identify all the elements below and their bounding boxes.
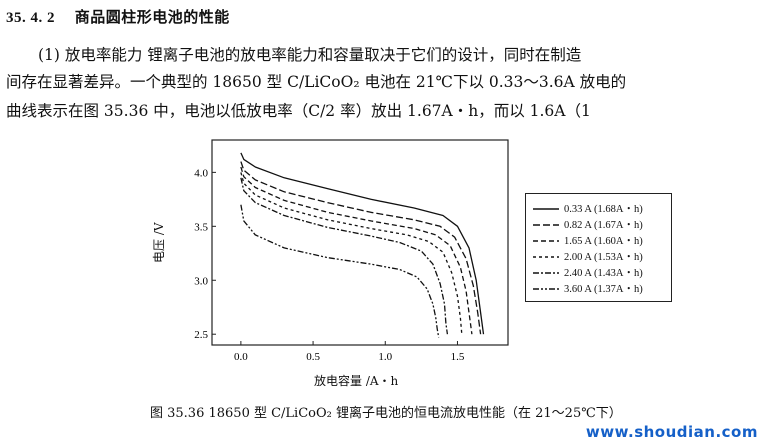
section-title: 商品圆柱形电池的性能 [74,8,230,26]
legend-label: 3.60 A (1.37A・h) [564,284,643,295]
series-line-6 [240,204,440,338]
plot-frame [211,139,509,346]
legend-swatch [533,271,559,274]
legend-label: 2.00 A (1.53A・h) [564,252,643,263]
series-line-5 [240,177,449,335]
legend-item: 1.65 A (1.60A・h) [532,233,643,248]
x-tick-label: 0.0 [234,351,248,363]
series-line-4 [240,172,463,335]
legend-swatch [533,239,559,242]
legend-swatch [533,207,559,210]
legend-item: 2.00 A (1.53A・h) [532,249,643,264]
paragraph-line: 曲线表示在图 35.36 中，电池以低放电率（C/2 率）放出 1.67A・h，… [6,102,591,120]
figure-caption: 图 35.36 18650 型 C/LiCoO₂ 锂离子电池的恒电流放电性能（在… [150,406,622,421]
legend-item: 0.82 A (1.67A・h) [532,217,643,232]
y-tick-label: 3.5 [194,221,208,233]
legend-item: 0.33 A (1.68A・h) [532,201,643,216]
legend-label: 0.33 A (1.68A・h) [564,204,643,215]
legend-swatch [533,255,559,258]
y-tick-label: 2.5 [194,329,208,341]
chart-legend: 0.33 A (1.68A・h) 0.82 A (1.67A・h) 1.65 A (… [525,193,672,302]
legend-label: 2.40 A (1.43A・h) [564,268,643,279]
section-number: 35. 4. 2 [6,10,55,26]
legend-swatch [533,287,559,290]
series-line-2 [240,161,482,335]
y-tick-label: 4.0 [194,167,208,179]
paragraph-line: (1) 放电率能力 锂离子电池的放电率能力和容量取决于它们的设计，同时在制造 [38,46,582,64]
y-tick-label: 3.0 [194,275,208,287]
x-axis-label: 放电容量 /A・h [314,374,399,388]
series-line-3 [240,166,473,335]
paragraph-line: 间存在显著差异。一个典型的 18650 型 C/LiCoO₂ 电池在 21℃下以… [6,73,627,91]
x-tick-label: 1.0 [378,351,392,363]
section-heading: 35. 4. 2 商品圆柱形电池的性能 [6,6,230,27]
x-tick-label: 1.5 [451,351,465,363]
series-line-1 [240,152,485,335]
y-axis-label: 电压 /V [152,222,166,263]
legend-label: 1.65 A (1.60A・h) [564,236,643,247]
legend-label: 0.82 A (1.67A・h) [564,220,643,231]
x-tick-label: 0.5 [306,351,320,363]
legend-item: 3.60 A (1.37A・h) [532,281,643,296]
legend-item: 2.40 A (1.43A・h) [532,265,643,280]
watermark: www.shoudian.com [585,423,758,441]
legend-swatch [533,223,559,226]
